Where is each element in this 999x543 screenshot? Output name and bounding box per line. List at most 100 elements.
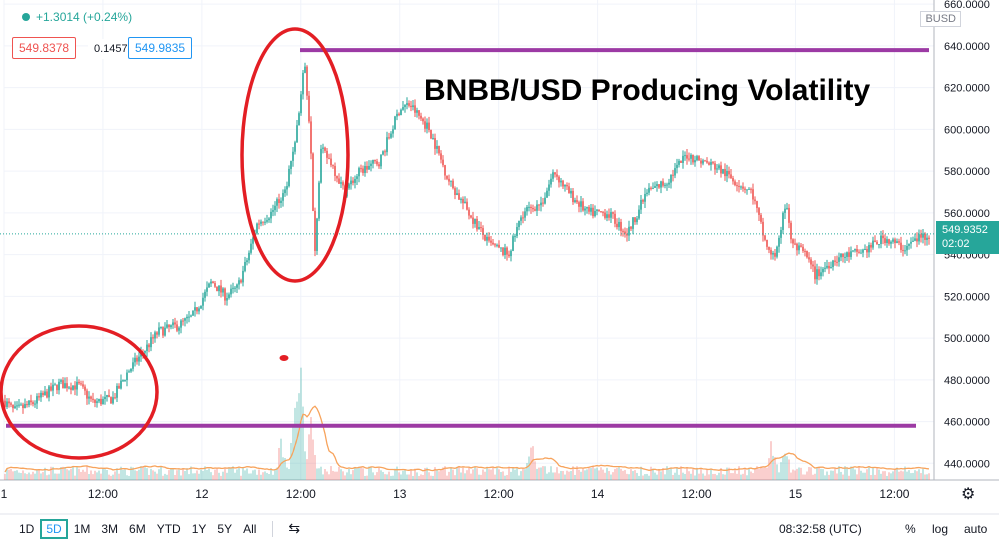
volume-bar bbox=[750, 471, 752, 480]
candle-body bbox=[478, 227, 480, 230]
highlight-circle-spike[interactable] bbox=[240, 27, 350, 283]
volume-bar bbox=[894, 468, 896, 480]
volume-bar bbox=[502, 471, 504, 480]
candle-body bbox=[830, 267, 832, 269]
volume-bar bbox=[184, 470, 186, 480]
volume-bar bbox=[574, 474, 576, 480]
volume-bar bbox=[872, 467, 874, 480]
candle-body bbox=[454, 188, 456, 195]
candle-body bbox=[752, 189, 754, 200]
candle-body bbox=[136, 357, 138, 362]
volume-bar bbox=[496, 467, 498, 480]
candle-body bbox=[218, 285, 220, 292]
candle-body bbox=[726, 170, 728, 177]
ask-price[interactable]: 549.9835 bbox=[128, 37, 193, 59]
candle-body bbox=[872, 240, 874, 248]
candle-body bbox=[272, 210, 274, 212]
volume-bar bbox=[758, 469, 760, 480]
volume-bar bbox=[74, 475, 76, 480]
candle-body bbox=[598, 209, 600, 212]
candle-body bbox=[570, 190, 572, 194]
volume-bar bbox=[730, 473, 732, 480]
volume-bar bbox=[634, 470, 636, 480]
volume-bar bbox=[190, 466, 192, 480]
candle-body bbox=[308, 95, 310, 122]
volume-bar bbox=[232, 466, 234, 480]
timeframe-1y[interactable]: 1Y bbox=[191, 521, 207, 536]
volume-bar bbox=[636, 472, 638, 480]
volume-bar bbox=[380, 470, 382, 480]
volume-bar bbox=[602, 469, 604, 480]
candle-body bbox=[426, 122, 428, 129]
timeframe-ytd[interactable]: YTD bbox=[156, 521, 181, 536]
auto-toggle[interactable]: auto bbox=[964, 521, 988, 536]
timeframe-all[interactable]: All bbox=[243, 521, 257, 536]
candle-body bbox=[820, 272, 822, 277]
timeframe-1d[interactable]: 1D bbox=[19, 521, 35, 536]
candle-body bbox=[886, 239, 888, 243]
candle-body bbox=[644, 193, 646, 202]
candle-body bbox=[902, 249, 904, 251]
volume-bar bbox=[924, 474, 926, 480]
volume-bar bbox=[176, 470, 178, 480]
candle-body bbox=[446, 175, 448, 179]
y-tick-label: 640.0000 bbox=[944, 41, 990, 53]
settings-gear-icon[interactable]: ⚙ bbox=[961, 486, 976, 503]
candle-body bbox=[82, 384, 84, 387]
volume-bar bbox=[366, 475, 368, 480]
percent-toggle[interactable]: % bbox=[905, 521, 916, 536]
volume-bar bbox=[510, 471, 512, 480]
volume-bar bbox=[874, 474, 876, 480]
x-tick-label: 12:00 bbox=[484, 487, 514, 501]
candle-body bbox=[128, 371, 130, 373]
volume-bar bbox=[396, 466, 398, 480]
log-toggle[interactable]: log bbox=[932, 521, 949, 536]
candle-body bbox=[408, 103, 410, 106]
volume-bar bbox=[774, 457, 776, 480]
volume-bar bbox=[514, 469, 516, 480]
candle-body bbox=[802, 246, 804, 251]
candle-body bbox=[74, 385, 76, 390]
volume-bar bbox=[696, 467, 698, 480]
y-tick-label: 660.0000 bbox=[944, 0, 990, 11]
y-tick-label: 580.0000 bbox=[944, 166, 990, 178]
candle-body bbox=[888, 239, 890, 244]
volume-bar bbox=[666, 466, 668, 480]
highlight-circle-consolidation[interactable] bbox=[0, 324, 159, 460]
volume-bar bbox=[316, 468, 318, 480]
volume-bar bbox=[50, 466, 52, 480]
candle-body bbox=[674, 168, 676, 176]
timeframe-1m[interactable]: 1M bbox=[73, 521, 91, 536]
candle-body bbox=[552, 172, 554, 179]
volume-bar bbox=[782, 456, 784, 480]
timeframe-5d[interactable]: 5D bbox=[40, 518, 68, 539]
timeframe-5y[interactable]: 5Y bbox=[217, 521, 233, 536]
volume-bar bbox=[890, 473, 892, 480]
volume-bar bbox=[852, 467, 854, 480]
candle-body bbox=[928, 237, 930, 240]
volume-bar bbox=[600, 467, 602, 480]
volume-bar bbox=[260, 474, 262, 480]
candle-body bbox=[256, 223, 258, 234]
volume-bar bbox=[340, 469, 342, 480]
volume-bar bbox=[38, 469, 40, 480]
candle-body bbox=[280, 200, 282, 204]
candle-body bbox=[484, 235, 486, 241]
volume-bar bbox=[716, 475, 718, 480]
candle-body bbox=[694, 160, 696, 163]
timeframe-3m[interactable]: 3M bbox=[101, 521, 119, 536]
clock-time[interactable]: 08:32:58 (UTC) bbox=[779, 521, 862, 536]
timeframe-6m[interactable]: 6M bbox=[129, 521, 146, 536]
candle-body bbox=[460, 198, 462, 200]
volume-bar bbox=[498, 469, 500, 480]
date-range-icon[interactable]: ⇆ bbox=[288, 520, 301, 536]
volume-bar bbox=[512, 467, 514, 480]
candle-body bbox=[310, 121, 312, 154]
bid-price[interactable]: 549.8378 bbox=[12, 37, 77, 59]
volume-bar bbox=[638, 475, 640, 480]
volume-bar bbox=[596, 467, 598, 480]
candle-body bbox=[744, 188, 746, 190]
candle-body bbox=[450, 180, 452, 182]
candle-body bbox=[374, 160, 376, 162]
